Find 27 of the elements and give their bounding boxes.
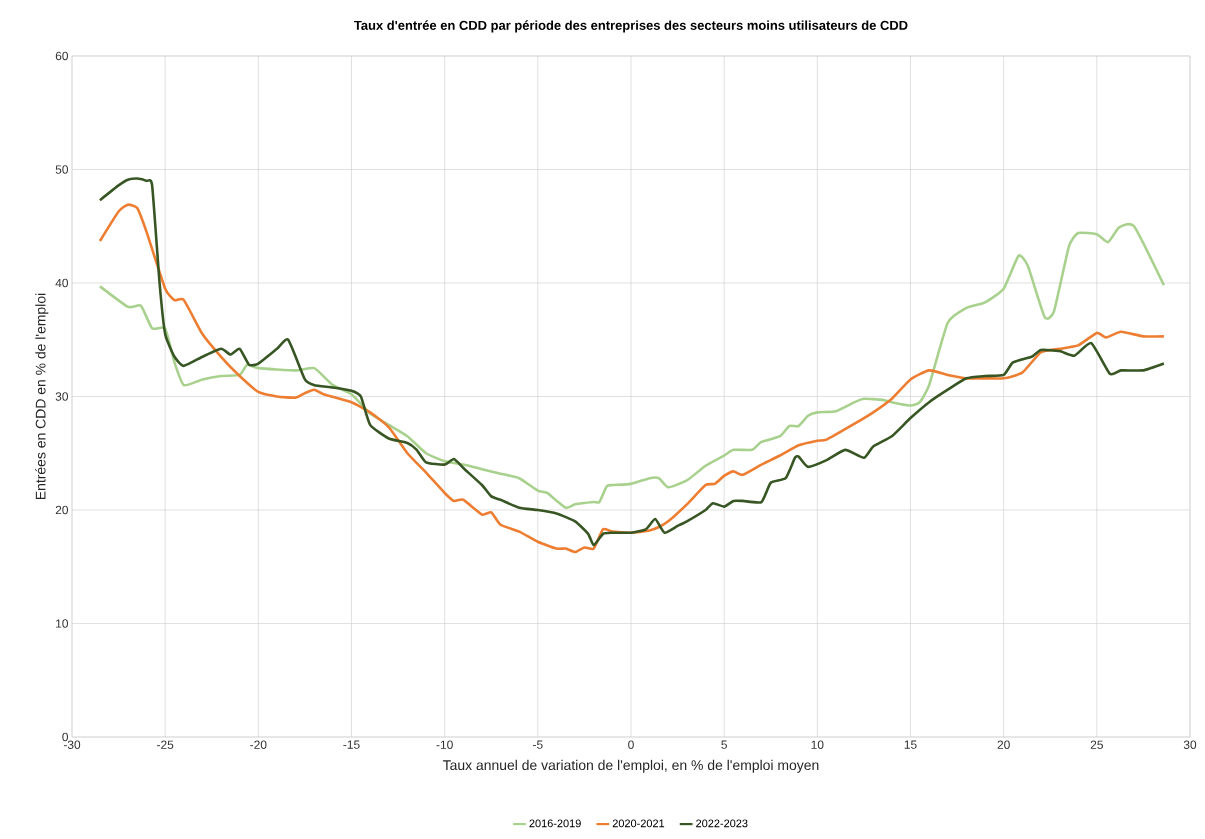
y-axis-title: Entrées en CDD en % de l'emploi [35,293,49,500]
line-series [98,223,1166,510]
y-tick-label: 20 [55,505,69,515]
x-tick-label: 10 [811,740,824,749]
y-tick-label: 50 [55,165,69,174]
x-tick-label: 0 [628,740,634,749]
x-tick-label: 30 [1183,740,1197,749]
y-tick-label: 0 [62,732,69,742]
x-tick-label: -10 [436,740,453,749]
x-tick-label: -5 [533,740,543,749]
x-tick-label: -15 [343,740,360,749]
legend-label: 2016-2019 [529,819,581,828]
y-tick-label: 60 [55,51,69,61]
x-axis-title: Taux annuel de variation de l'emploi, en % de l'emploi moyen [442,759,819,773]
chart-title: Taux d'entrée en CDD par période des entreprises des secteurs moins utilisateurs de CDD [354,20,908,33]
y-tick-label: 30 [55,392,69,401]
legend-label: 2022-2023 [696,819,748,828]
legend-label: 2020-2021 [612,819,665,828]
x-tick-label: 15 [904,740,917,749]
x-tick-label: 5 [721,740,727,749]
x-tick-label: 25 [1090,740,1103,749]
y-tick-label: 10 [56,619,69,628]
y-tick-label: 40 [55,278,69,288]
x-tick-label: -30 [63,740,81,749]
x-tick-label: -20 [250,740,267,749]
x-tick-label: -25 [157,740,174,749]
x-tick-label: 20 [997,740,1010,749]
